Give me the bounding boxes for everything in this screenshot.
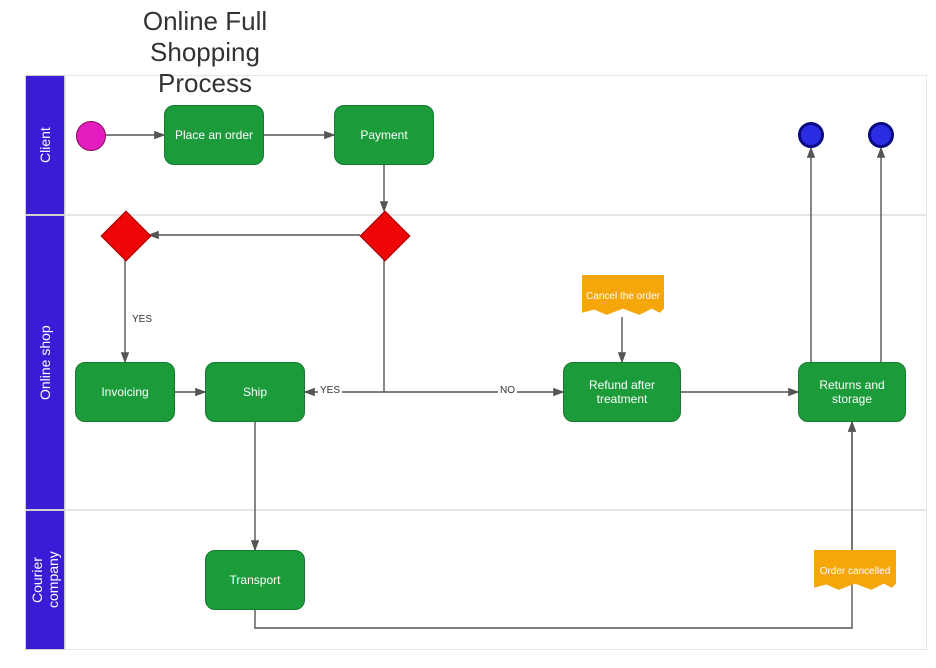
node-refund: Refund after treatment [563, 362, 681, 422]
swimlane-diagram: Online Full ShoppingProcess ClientOnline … [0, 0, 936, 668]
lane-body-courier [65, 510, 927, 650]
node-start [76, 121, 106, 151]
lane-header-client: Client [25, 75, 65, 215]
node-transport: Transport [205, 550, 305, 610]
node-ship: Ship [205, 362, 305, 422]
lane-header-shop: Online shop [25, 215, 65, 510]
edge-label-gw1-invoicing: YES [130, 314, 154, 325]
node-end1 [798, 122, 824, 148]
edge-label-gw2-refund: NO [498, 385, 517, 396]
node-invoicing: Invoicing [75, 362, 175, 422]
node-payment: Payment [334, 105, 434, 165]
edge-label-gw2-ship: YES [318, 385, 342, 396]
node-returns: Returns and storage [798, 362, 906, 422]
node-end2 [868, 122, 894, 148]
diagram-title: Online Full ShoppingProcess [85, 6, 325, 100]
node-place: Place an order [164, 105, 264, 165]
lane-header-courier: Couriercompany [25, 510, 65, 650]
lane-body-shop [65, 215, 927, 510]
